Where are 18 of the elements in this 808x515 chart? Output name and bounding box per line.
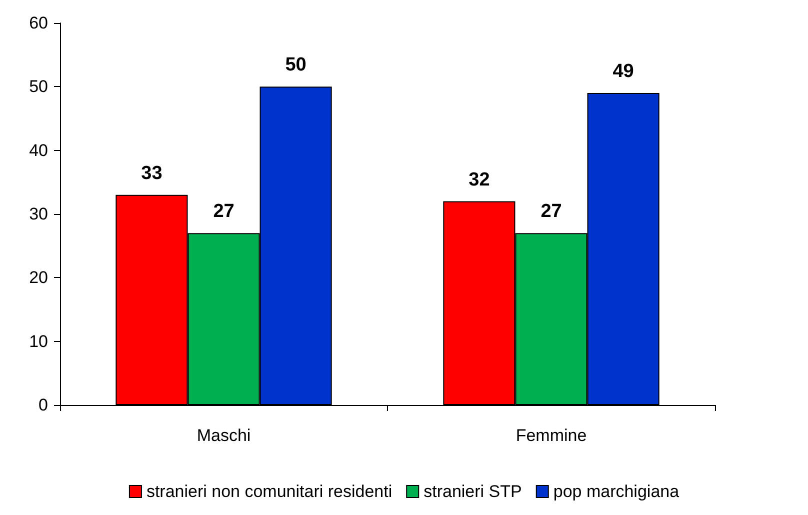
data-label: 33: [141, 162, 162, 184]
legend-label: stranieri non comunitari residenti: [146, 482, 392, 501]
x-tick-label: Maschi: [196, 426, 251, 445]
data-label: 32: [468, 169, 490, 190]
legend-label: pop marchigiana: [553, 482, 680, 501]
y-tick-label: 30: [29, 204, 48, 224]
y-tick-label: 10: [29, 332, 48, 351]
data-label: 27: [540, 201, 562, 222]
y-tick-label: 60: [29, 14, 48, 32]
y-tick-label: 20: [29, 268, 48, 288]
data-label: 50: [285, 54, 306, 76]
legend-label: stranieri STP: [424, 482, 522, 501]
data-label: 49: [612, 61, 634, 82]
y-tick-label: 0: [38, 396, 48, 414]
x-tick-label: Femmine: [516, 426, 587, 445]
y-tick-label: 50: [29, 77, 48, 96]
y-tick-label: 40: [29, 140, 48, 160]
data-label: 27: [213, 201, 234, 222]
